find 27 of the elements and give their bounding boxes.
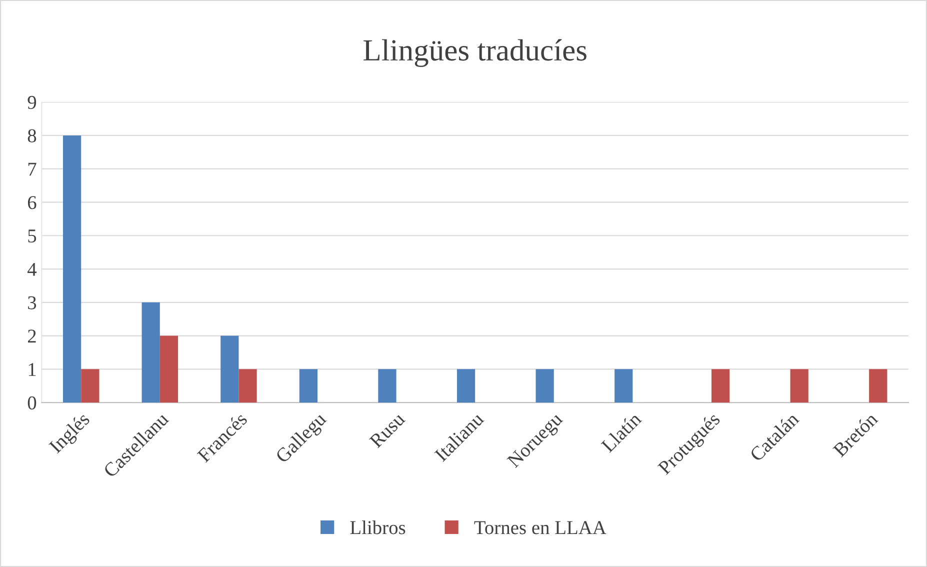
bar xyxy=(160,336,178,403)
y-tick-label: 1 xyxy=(28,363,36,376)
y-tick-label: 4 xyxy=(28,262,37,276)
chart-title: Llingües traducíes xyxy=(364,39,586,67)
bar xyxy=(299,369,318,403)
y-tick-label: 2 xyxy=(28,330,36,343)
y-tick-label: 5 xyxy=(28,230,36,243)
bar xyxy=(378,369,396,403)
bar xyxy=(142,302,160,403)
y-tick-label: 9 xyxy=(28,96,36,109)
bar xyxy=(790,369,808,403)
y-tick-label: 6 xyxy=(28,196,36,210)
bar xyxy=(220,336,239,403)
bar xyxy=(238,369,257,403)
y-tick-label: 8 xyxy=(28,129,36,142)
bar xyxy=(614,369,633,403)
y-tick-label: 3 xyxy=(28,296,36,310)
bar xyxy=(869,369,888,403)
bar xyxy=(62,135,82,403)
y-tick-label: 7 xyxy=(28,162,36,176)
bar xyxy=(536,369,554,403)
bar xyxy=(456,369,476,403)
bar xyxy=(711,369,730,403)
bar xyxy=(81,369,100,403)
legend-label: Llibros xyxy=(350,520,406,534)
legend-label: Tornes en LLAA xyxy=(474,521,606,534)
y-tick-label: 0 xyxy=(28,396,36,410)
